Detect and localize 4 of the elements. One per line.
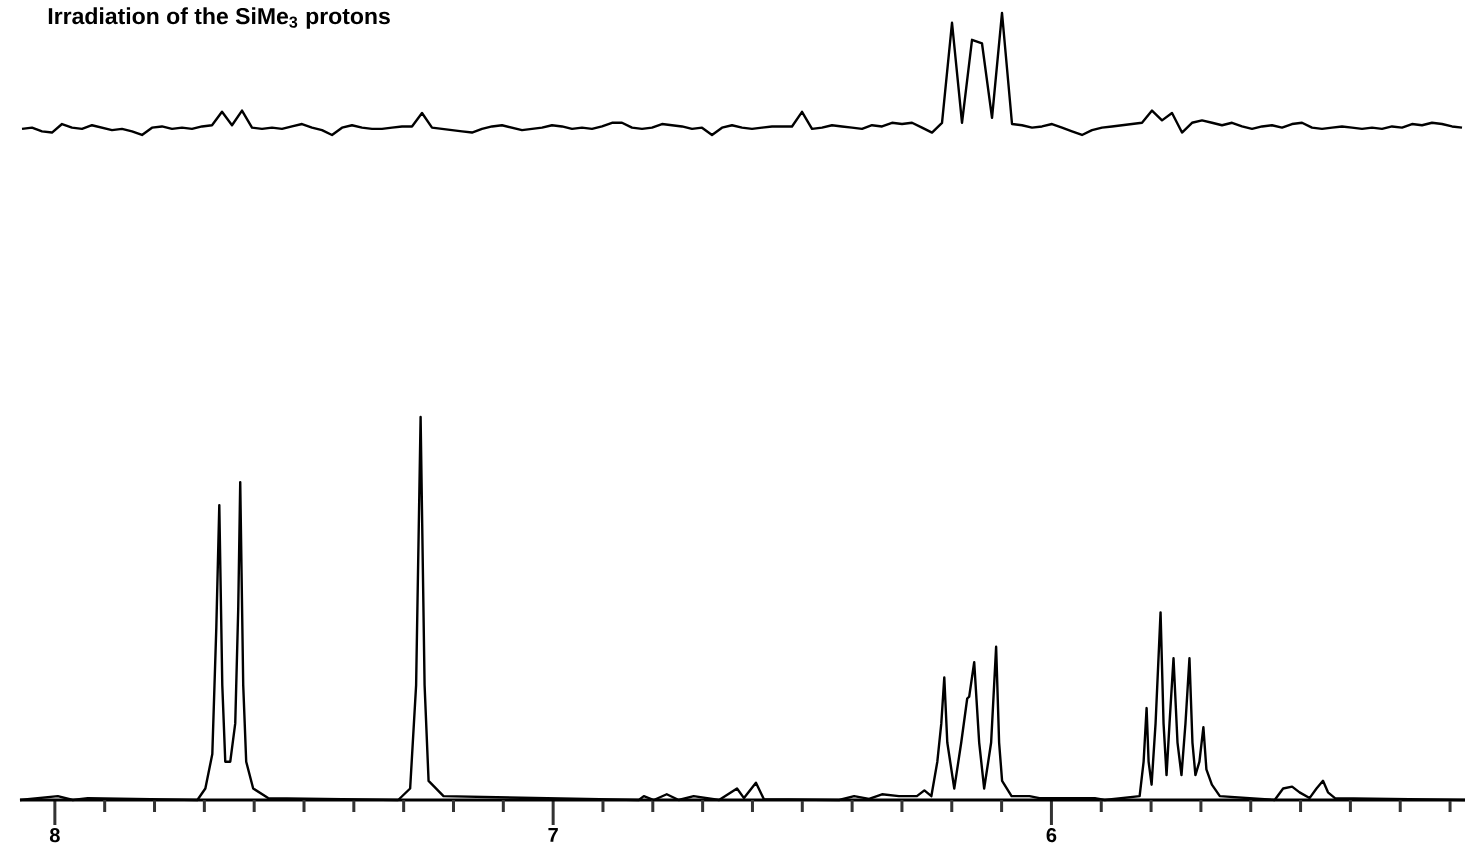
x-tick-label: 8	[49, 828, 60, 843]
x-tick-label: 7	[548, 828, 558, 842]
chart-title: Irradiation of the SiMe$_{3}$ protons	[48, 7, 390, 29]
x-tick-label: 6	[1046, 828, 1057, 843]
